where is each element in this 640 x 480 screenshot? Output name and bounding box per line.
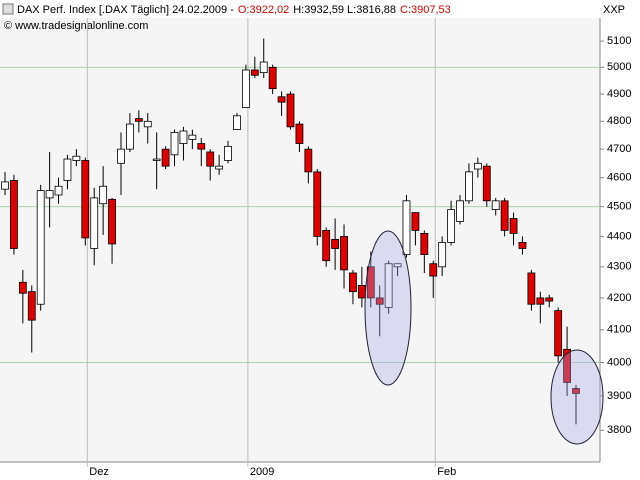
candle-body: [1, 181, 9, 190]
candle-body: [18, 281, 27, 294]
candle-body: [322, 230, 331, 262]
candle-body: [268, 66, 277, 90]
candle-body: [438, 242, 447, 268]
candle-body: [456, 200, 464, 222]
y-tick-label: 5000: [607, 61, 631, 73]
y-tick-label: 4900: [607, 88, 631, 100]
candle-body: [331, 239, 340, 249]
candle-body: [465, 171, 473, 202]
candle-body: [366, 266, 375, 299]
candle-body: [27, 291, 36, 321]
y-tick-label: 4200: [607, 292, 631, 304]
candle-body: [518, 242, 527, 249]
candle-body: [63, 158, 72, 181]
chart-title: DAX Perf. Index [.DAX Täglich] 24.02.200…: [17, 4, 234, 16]
candle-body: [259, 61, 268, 74]
candle-body: [126, 123, 134, 150]
candle-body: [473, 162, 482, 170]
candle-body: [563, 348, 571, 383]
y-tick-label: 4500: [607, 201, 631, 213]
candle-body: [72, 155, 81, 161]
candle-body: [277, 96, 286, 103]
candle-body: [527, 272, 536, 305]
candle-body: [500, 200, 509, 231]
candle-body: [357, 284, 366, 299]
quote: H:3932,59 L:3816,88: [293, 4, 396, 16]
candle-body: [491, 200, 500, 211]
candle-body: [429, 263, 438, 277]
candle-body: [286, 93, 295, 128]
candle-body: [295, 123, 304, 144]
highlight-ellipse: [364, 230, 412, 386]
candle-body: [509, 218, 518, 234]
candle-body: [134, 118, 143, 122]
candle-body: [170, 131, 179, 156]
candle-body: [215, 165, 224, 170]
plot-area: [0, 18, 600, 462]
candle-body: [161, 148, 170, 167]
x-tick-label: Dez: [89, 466, 109, 478]
candle-body: [45, 190, 54, 199]
candle-body: [99, 185, 108, 205]
candle-body: [375, 297, 384, 305]
y-tick-label: 3900: [607, 390, 631, 402]
candle-body: [482, 165, 491, 202]
x-tick-label: 2009: [250, 466, 274, 478]
candle-body: [224, 145, 232, 161]
x-tick-label: Feb: [437, 466, 456, 478]
candle-body: [536, 297, 545, 305]
candle-body: [90, 197, 99, 249]
candle-body: [420, 232, 429, 255]
candle-body: [206, 151, 215, 167]
candle-body: [340, 236, 348, 271]
icon: [2, 3, 14, 15]
candle-body: [152, 158, 161, 161]
candle-body: [81, 160, 90, 239]
title-row: DAX Perf. Index [.DAX Täglich] 24.02.200…: [17, 4, 451, 16]
candle-body: [241, 69, 250, 109]
candle-body: [36, 190, 45, 305]
candle-body: [393, 263, 402, 268]
candle-body: [402, 200, 411, 255]
candle-body: [197, 143, 206, 150]
candle-body: [10, 180, 18, 249]
candle-body: [143, 120, 152, 128]
y-tick-label: 3800: [607, 424, 631, 436]
source: © www.tradesignalonline.com: [4, 20, 148, 32]
candle-body: [188, 134, 197, 140]
candle-body: [250, 69, 259, 76]
y-tick-label: 4800: [607, 115, 631, 127]
quote: O:3922,02: [238, 4, 289, 16]
candle-body: [108, 198, 116, 245]
y-tick-label: 4600: [607, 172, 631, 184]
candle-body: [411, 212, 420, 231]
candle-body: [384, 263, 393, 308]
y-tick-label: 4100: [607, 324, 631, 336]
axis-label: XXP: [603, 4, 625, 16]
candle-body: [447, 209, 455, 243]
quote: C:3907,53: [400, 4, 451, 16]
candle-body: [554, 310, 563, 357]
candle-body: [233, 115, 241, 131]
y-tick-label: 4000: [607, 356, 631, 368]
y-tick-label: 5100: [607, 35, 631, 47]
candle-body: [117, 148, 125, 164]
candle-body: [304, 148, 313, 173]
candle-body: [54, 185, 63, 196]
y-tick-label: 4700: [607, 143, 631, 155]
candle-body: [179, 130, 188, 144]
y-tick-label: 4300: [607, 261, 631, 273]
candle-body: [313, 171, 322, 237]
candle-body: [349, 272, 357, 293]
candle-body: [572, 388, 580, 394]
y-tick-label: 4400: [607, 230, 631, 242]
highlight-ellipse: [550, 349, 604, 445]
candle-body: [545, 297, 554, 302]
